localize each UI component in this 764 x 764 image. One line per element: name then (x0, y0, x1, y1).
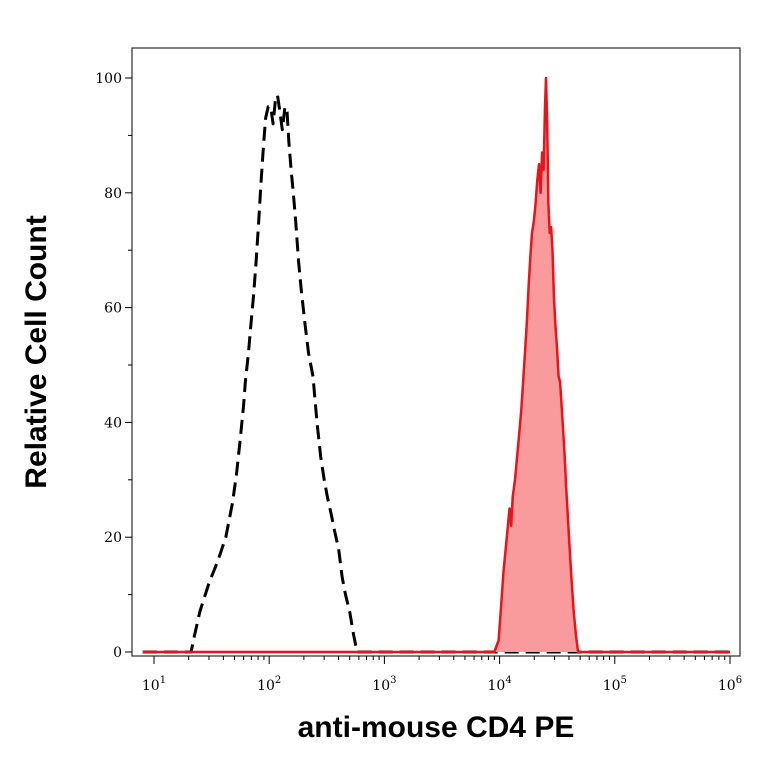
x-tick-label: 105 (603, 675, 627, 694)
x-axis-title: anti-mouse CD4 PE (298, 711, 575, 744)
series-0-line (142, 93, 730, 654)
x-tick-label: 101 (142, 675, 166, 694)
series-1-fill (142, 78, 731, 652)
y-axis: 0 20 40 60 80 100 (95, 71, 132, 661)
y-tick-label: 80 (104, 186, 122, 202)
x-tick-label: 103 (372, 675, 396, 694)
x-tick-label: 106 (718, 675, 742, 694)
y-tick-label: 20 (104, 530, 122, 546)
y-tick-label: 0 (113, 645, 122, 661)
series-1-line (142, 76, 730, 654)
plot-frame (131, 47, 741, 657)
y-tick-label: 60 (104, 301, 122, 317)
y-axis-title: Relative Cell Count (20, 215, 53, 488)
y-tick-label: 40 (104, 415, 122, 431)
series-layer (142, 76, 731, 654)
y-tick-label: 100 (95, 71, 122, 87)
x-tick-label: 102 (257, 675, 281, 694)
x-tick-label: 104 (487, 675, 511, 694)
x-axis: 101 102 103 104 105 106 (142, 656, 742, 694)
